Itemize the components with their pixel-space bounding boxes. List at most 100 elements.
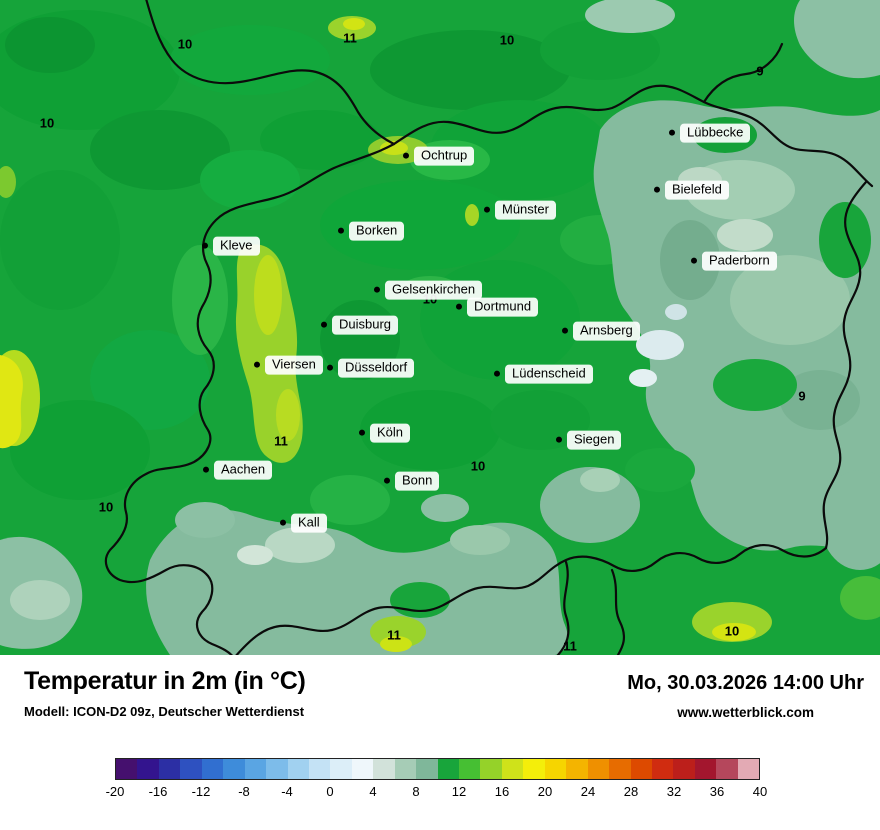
legend-tick: 28: [623, 784, 639, 799]
legend-color-segment: [716, 759, 738, 779]
city-marker-kall: Kall: [280, 513, 327, 533]
legend-color-segment: [373, 759, 395, 779]
city-dot-icon: [203, 466, 209, 473]
legend-tick: 24: [580, 784, 596, 799]
city-label: Lüdenscheid: [505, 364, 593, 384]
city-dot-icon: [562, 327, 568, 334]
city-dot-icon: [280, 519, 286, 526]
city-marker-viersen: Viersen: [254, 355, 323, 375]
city-label: Lübbecke: [680, 123, 751, 143]
city-dot-icon: [374, 286, 380, 293]
city-dot-icon: [484, 206, 490, 213]
temperature-map: 101110910109111010111110 OchtrupLübbecke…: [0, 0, 880, 655]
legend-color-segment: [223, 759, 245, 779]
legend-color-segment: [673, 759, 695, 779]
legend-color-segment: [330, 759, 352, 779]
city-label: Duisburg: [332, 315, 399, 335]
legend-color-segment: [694, 759, 717, 779]
city-marker-siegen: Siegen: [556, 430, 622, 450]
legend-color-segment: [266, 759, 288, 779]
legend-tick: 16: [494, 784, 510, 799]
legend-color-segment: [308, 759, 331, 779]
city-marker-luebbecke: Lübbecke: [669, 123, 751, 143]
temperature-value-label: 11: [387, 627, 401, 643]
city-marker-kleve: Kleve: [202, 236, 260, 256]
city-label: Bielefeld: [665, 180, 729, 200]
city-dot-icon: [494, 370, 500, 377]
city-dot-icon: [691, 257, 697, 264]
city-label: Bonn: [395, 471, 440, 491]
city-marker-gelsenkirchen: Gelsenkirchen: [374, 280, 483, 300]
city-marker-ochtrup: Ochtrup: [403, 146, 475, 166]
city-label: Kall: [291, 513, 327, 533]
legend-color-segment: [287, 759, 309, 779]
city-marker-duesseldorf: Düsseldorf: [327, 358, 415, 378]
city-marker-borken: Borken: [338, 221, 405, 241]
city-dot-icon: [321, 321, 327, 328]
city-dot-icon: [338, 227, 344, 234]
city-label: Arnsberg: [573, 321, 640, 341]
temperature-value-label: 11: [274, 433, 288, 449]
legend-color-segment: [416, 759, 438, 779]
terrain-yellowgreen: [0, 16, 880, 652]
legend-color-segment: [630, 759, 652, 779]
legend-tick: 4: [369, 784, 377, 799]
temperature-value-label: 9: [756, 63, 764, 79]
legend-color-segment: [651, 759, 674, 779]
legend-color-segment: [351, 759, 374, 779]
city-marker-paderborn: Paderborn: [691, 251, 777, 271]
forecast-datetime: Mo, 30.03.2026 14:00 Uhr: [627, 672, 864, 694]
temperature-legend: -20 -16 -12 -8 -4 0 4 8 12 16 20 24 28 32 36 40: [106, 758, 767, 803]
temperature-value-label: 10: [39, 115, 55, 131]
model-info: Modell: ICON-D2 09z, Deutscher Wetterdie…: [24, 704, 305, 719]
city-dot-icon: [669, 129, 675, 136]
website-link: www.wetterblick.com: [677, 705, 814, 720]
legend-color-segment: [137, 759, 159, 779]
city-dot-icon: [254, 361, 260, 368]
temperature-value-label: 11: [343, 30, 357, 46]
legend-color-segment: [244, 759, 267, 779]
city-dot-icon: [384, 477, 390, 484]
temperature-value-label: 10: [470, 458, 486, 474]
city-label: Paderborn: [702, 251, 777, 271]
city-marker-aachen: Aachen: [203, 460, 273, 480]
city-dot-icon: [327, 364, 333, 371]
city-label: Siegen: [567, 430, 622, 450]
city-label: Aachen: [214, 460, 273, 480]
legend-tick: 8: [412, 784, 420, 799]
legend-color-segment: [394, 759, 417, 779]
city-label: Köln: [370, 423, 411, 443]
city-dot-icon: [403, 152, 409, 159]
city-marker-koeln: Köln: [359, 423, 411, 443]
legend-color-segment: [737, 759, 760, 779]
temperature-value-label: 10: [98, 499, 114, 515]
temperature-value-label: 10: [177, 36, 193, 52]
city-marker-muenster: Münster: [484, 200, 556, 220]
map-terrain: [0, 0, 880, 655]
legend-tick: 0: [326, 784, 334, 799]
city-marker-duisburg: Duisburg: [321, 315, 399, 335]
footer-right: Mo, 30.03.2026 14:00 Uhr www.wetterblick…: [627, 667, 864, 720]
city-dot-icon: [359, 429, 365, 436]
city-label: Kleve: [213, 236, 260, 256]
legend-tick: -4: [281, 784, 293, 799]
terrain-teal-east: [585, 0, 880, 570]
city-label: Ochtrup: [414, 146, 475, 166]
terrain-teal-south: [0, 467, 640, 655]
city-label: Dortmund: [467, 297, 539, 317]
legend-color-segment: [501, 759, 524, 779]
city-label: Münster: [495, 200, 556, 220]
legend-color-segment: [116, 759, 138, 779]
state-borders: [104, 0, 874, 655]
legend-color-bar: [115, 758, 760, 780]
legend-tick: 40: [752, 784, 768, 799]
legend-color-segment: [480, 759, 502, 779]
city-dot-icon: [202, 242, 208, 249]
city-marker-dortmund: Dortmund: [456, 297, 539, 317]
city-marker-arnsberg: Arnsberg: [562, 321, 640, 341]
city-marker-bonn: Bonn: [384, 471, 440, 491]
legend-tick: 12: [451, 784, 467, 799]
legend-tick: -16: [148, 784, 168, 799]
legend-color-segment: [609, 759, 631, 779]
